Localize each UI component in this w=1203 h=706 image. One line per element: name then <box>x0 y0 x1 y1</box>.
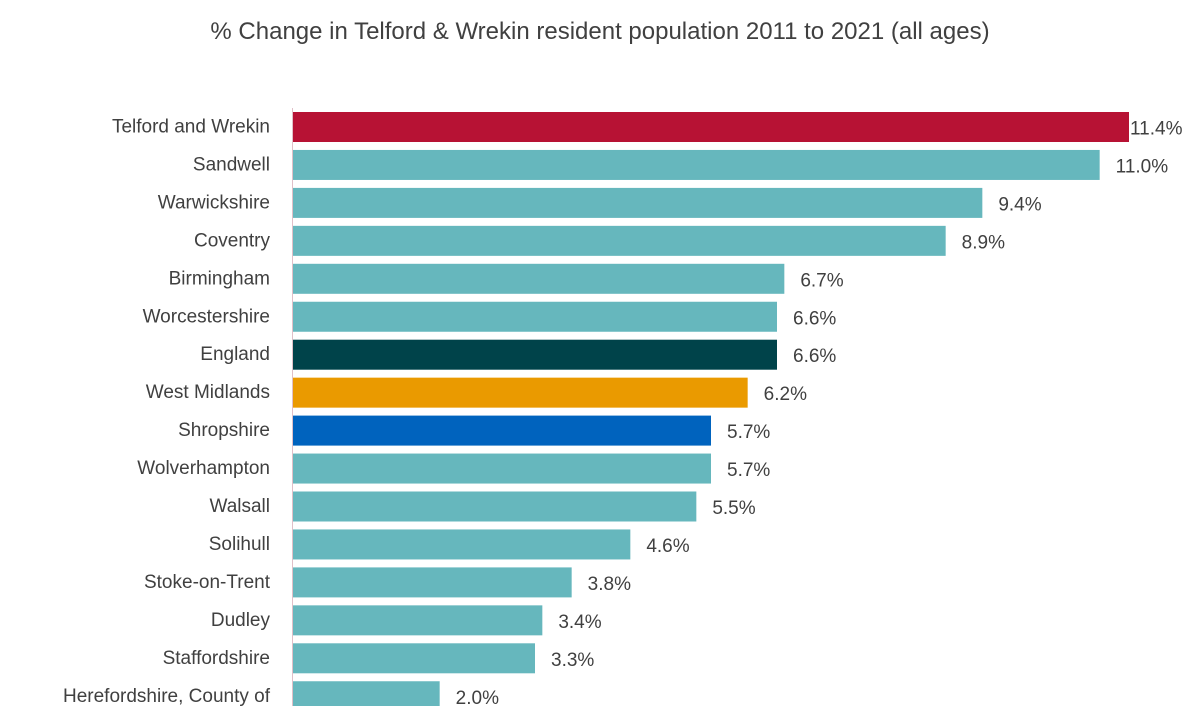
category-label: Dudley <box>211 610 271 631</box>
category-label: Stoke-on-Trent <box>144 572 271 593</box>
bar <box>293 378 748 408</box>
data-label: 2.0% <box>456 688 499 706</box>
data-label: 6.2% <box>764 384 807 405</box>
data-label: 6.6% <box>793 308 836 329</box>
bar <box>293 643 535 673</box>
data-label: 3.3% <box>551 650 594 671</box>
bar <box>293 340 777 370</box>
data-label: 5.7% <box>727 460 770 481</box>
category-label: Shropshire <box>178 420 270 441</box>
bar <box>293 567 572 597</box>
category-label: Coventry <box>194 230 271 251</box>
bar <box>293 681 440 706</box>
data-label: 5.5% <box>712 498 755 519</box>
category-label: Birmingham <box>169 268 270 289</box>
data-label: 3.8% <box>588 574 631 595</box>
data-label: 9.4% <box>998 194 1041 215</box>
bar <box>293 492 696 522</box>
data-label: 3.4% <box>558 612 601 633</box>
bar <box>293 226 946 256</box>
category-label: Telford and Wrekin <box>112 117 270 138</box>
data-label: 11.4% <box>1130 119 1183 140</box>
bar <box>293 529 630 559</box>
data-label: 11.0% <box>1116 156 1169 177</box>
category-label: Solihull <box>209 534 270 555</box>
category-label: West Midlands <box>146 382 270 403</box>
data-label: 6.7% <box>800 270 843 291</box>
bar <box>293 454 711 484</box>
data-label: 6.6% <box>793 346 836 367</box>
category-label: Worcestershire <box>143 306 270 327</box>
bar <box>293 150 1100 180</box>
category-label: Herefordshire, County of <box>63 686 271 706</box>
category-label: Walsall <box>209 496 270 517</box>
bar <box>293 264 784 294</box>
category-label: England <box>200 344 270 365</box>
category-label: Staffordshire <box>163 648 270 669</box>
bar <box>293 112 1129 142</box>
bar <box>293 416 711 446</box>
bar <box>293 188 982 218</box>
data-label: 4.6% <box>646 536 689 557</box>
category-label: Sandwell <box>193 154 270 175</box>
category-label: Wolverhampton <box>137 458 270 479</box>
data-label: 8.9% <box>962 232 1005 253</box>
data-label: 5.7% <box>727 422 770 443</box>
bar <box>293 605 542 635</box>
category-label: Warwickshire <box>158 192 270 213</box>
bar <box>293 302 777 332</box>
